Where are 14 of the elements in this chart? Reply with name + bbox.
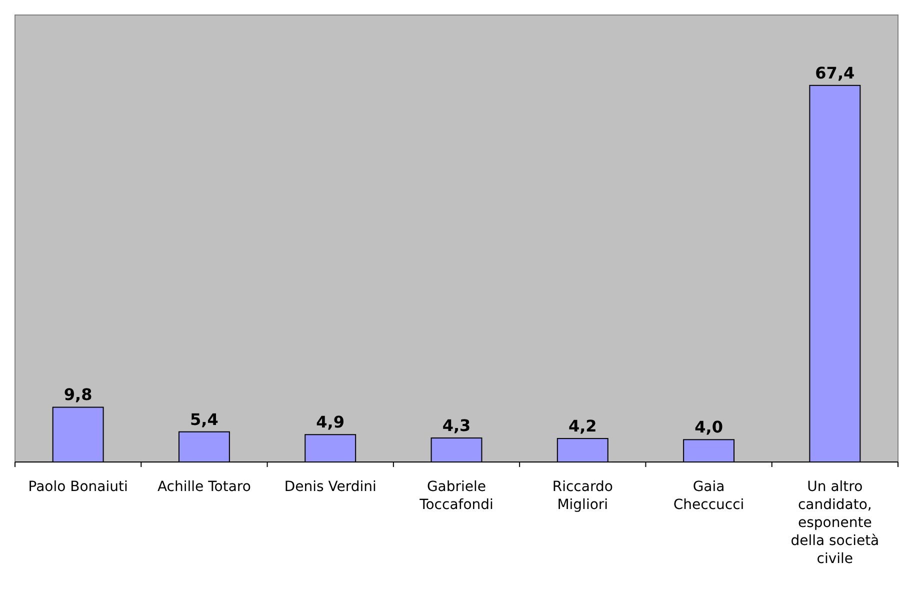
x-tick-label: Un altro candidato, esponente della società civile: [790, 479, 880, 567]
data-label: 4,9: [316, 412, 345, 432]
x-tick-label: Riccardo Migliori: [552, 479, 613, 513]
x-tick-label: Achille Totaro: [157, 479, 251, 495]
x-tick-label: Denis Verdini: [284, 479, 376, 495]
x-tick-label: Gaia Checcucci: [673, 479, 744, 513]
x-tick-label: Paolo Bonaiuti: [28, 479, 128, 495]
data-label: 4,3: [442, 416, 471, 435]
data-label: 9,8: [64, 385, 92, 404]
data-label: 67,4: [815, 63, 855, 82]
data-label: 5,4: [190, 410, 218, 429]
data-label: 4,0: [694, 418, 723, 437]
data-label: 4,2: [568, 416, 597, 436]
x-tick-label: Gabriele Toccafondi: [418, 479, 494, 513]
